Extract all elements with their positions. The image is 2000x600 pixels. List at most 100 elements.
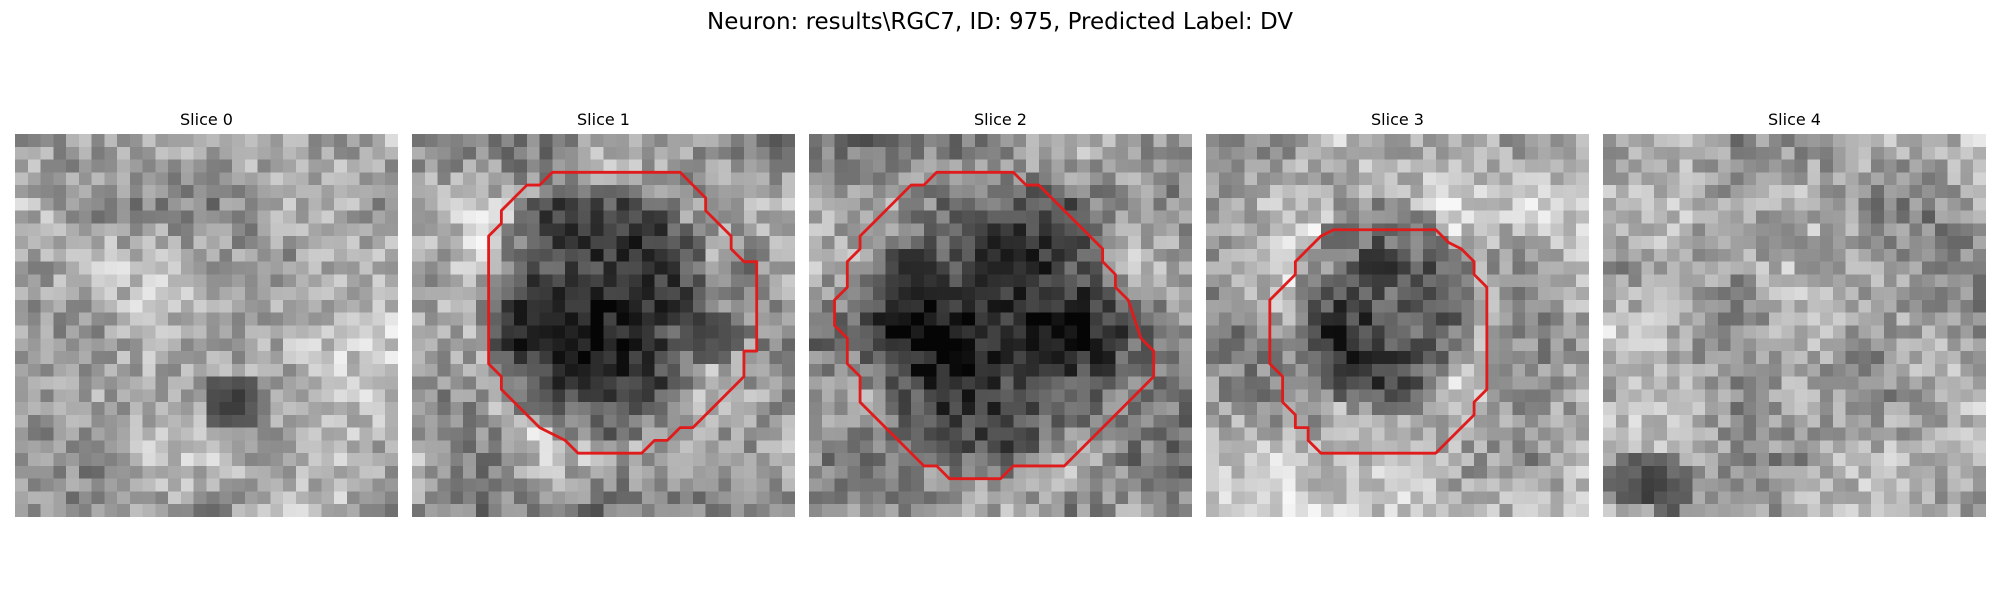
image-pixel xyxy=(1576,299,1589,313)
image-pixel xyxy=(1717,248,1731,262)
image-pixel xyxy=(1807,491,1821,505)
image-pixel xyxy=(1960,453,1974,467)
image-pixel xyxy=(232,376,246,390)
image-pixel xyxy=(1026,491,1040,505)
image-pixel xyxy=(923,274,937,288)
image-pixel xyxy=(1499,504,1513,517)
image-pixel xyxy=(1089,172,1103,186)
image-pixel xyxy=(974,287,988,301)
image-pixel xyxy=(1871,261,1885,275)
image-pixel xyxy=(1257,223,1271,237)
image-pixel xyxy=(1333,299,1347,313)
image-pixel xyxy=(1435,248,1449,262)
image-pixel xyxy=(1359,504,1373,517)
image-pixel xyxy=(53,197,67,211)
image-pixel xyxy=(1486,376,1500,390)
image-pixel xyxy=(53,465,67,479)
image-pixel xyxy=(962,338,976,352)
image-pixel xyxy=(847,491,861,505)
image-pixel xyxy=(590,210,604,224)
image-pixel xyxy=(1371,338,1385,352)
image-pixel xyxy=(334,197,348,211)
image-pixel xyxy=(603,389,617,403)
image-pixel xyxy=(104,223,118,237)
image-pixel xyxy=(1794,299,1808,313)
image-pixel xyxy=(1244,325,1258,339)
image-pixel xyxy=(359,376,373,390)
image-pixel xyxy=(180,402,194,416)
image-pixel xyxy=(692,261,706,275)
image-pixel xyxy=(1038,299,1052,313)
image-pixel xyxy=(949,134,963,148)
image-pixel xyxy=(359,159,373,173)
image-pixel xyxy=(78,248,92,262)
image-pixel xyxy=(1218,478,1232,492)
image-pixel xyxy=(1947,223,1961,237)
image-pixel xyxy=(53,146,67,160)
image-pixel xyxy=(1807,223,1821,237)
image-pixel xyxy=(885,453,899,467)
image-pixel xyxy=(949,236,963,250)
image-pixel xyxy=(1359,210,1373,224)
image-pixel xyxy=(1820,172,1834,186)
image-pixel xyxy=(974,185,988,199)
image-pixel xyxy=(743,274,757,288)
image-pixel xyxy=(1576,427,1589,441)
image-pixel xyxy=(1346,261,1360,275)
image-pixel xyxy=(1960,414,1974,428)
image-pixel xyxy=(641,491,655,505)
image-pixel xyxy=(155,491,169,505)
image-pixel xyxy=(1576,261,1589,275)
image-pixel xyxy=(898,325,912,339)
image-pixel xyxy=(206,376,220,390)
image-pixel xyxy=(206,299,220,313)
image-pixel xyxy=(1435,414,1449,428)
image-pixel xyxy=(155,465,169,479)
image-pixel xyxy=(1576,134,1589,148)
image-pixel xyxy=(1705,325,1719,339)
image-pixel xyxy=(1179,491,1192,505)
image-pixel xyxy=(385,299,398,313)
image-pixel xyxy=(616,478,630,492)
image-pixel xyxy=(1705,427,1719,441)
image-pixel xyxy=(1257,478,1271,492)
image-pixel xyxy=(552,389,566,403)
image-pixel xyxy=(321,261,335,275)
image-pixel xyxy=(219,427,233,441)
image-pixel xyxy=(1641,376,1655,390)
image-pixel xyxy=(1525,274,1539,288)
image-pixel xyxy=(321,146,335,160)
image-pixel xyxy=(1934,389,1948,403)
image-pixel xyxy=(1820,274,1834,288)
image-pixel xyxy=(66,465,80,479)
image-pixel xyxy=(526,325,540,339)
image-pixel xyxy=(1537,389,1551,403)
image-pixel xyxy=(756,236,770,250)
image-pixel xyxy=(1153,134,1167,148)
image-pixel xyxy=(1295,465,1309,479)
image-pixel xyxy=(270,299,284,313)
image-pixel xyxy=(1845,312,1859,326)
image-pixel xyxy=(1410,376,1424,390)
image-pixel xyxy=(1115,159,1129,173)
image-pixel xyxy=(437,210,451,224)
image-pixel xyxy=(1973,248,1986,262)
image-pixel xyxy=(1705,210,1719,224)
image-pixel xyxy=(860,146,874,160)
image-pixel xyxy=(1947,274,1961,288)
image-pixel xyxy=(1922,325,1936,339)
image-pixel xyxy=(590,376,604,390)
image-pixel xyxy=(680,325,694,339)
image-pixel xyxy=(1051,325,1065,339)
image-pixel xyxy=(1423,134,1437,148)
image-pixel xyxy=(885,299,899,313)
image-pixel xyxy=(1641,312,1655,326)
image-pixel xyxy=(129,134,143,148)
image-pixel xyxy=(1858,402,1872,416)
image-pixel xyxy=(756,491,770,505)
image-pixel xyxy=(821,287,835,301)
image-pixel xyxy=(257,427,271,441)
image-pixel xyxy=(308,274,322,288)
image-pixel xyxy=(1231,287,1245,301)
image-pixel xyxy=(257,338,271,352)
